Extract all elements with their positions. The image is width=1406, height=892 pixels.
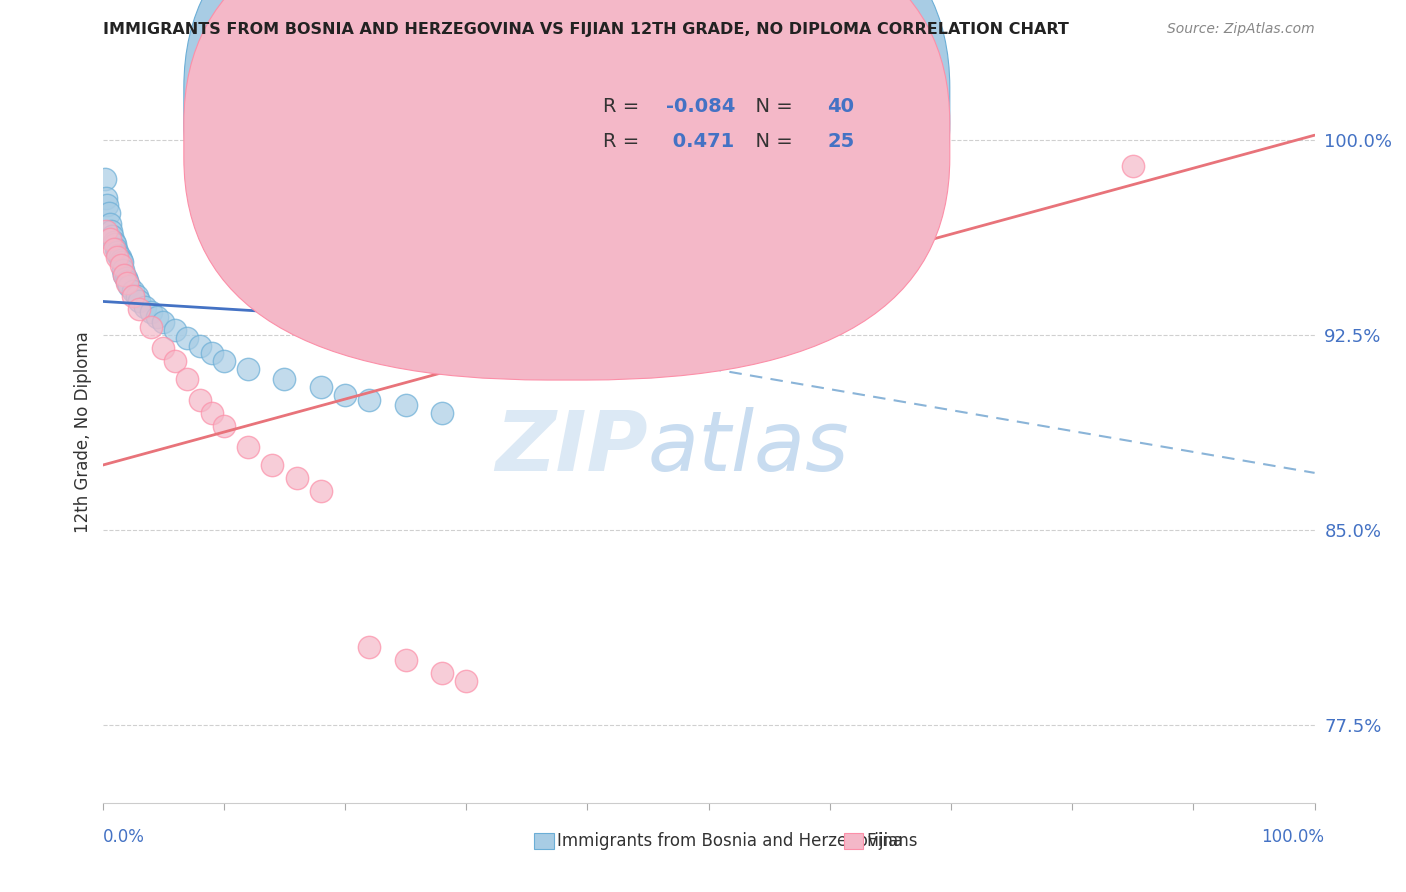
Point (110, 252, 132, 267)
Text: Source: ZipAtlas.com: Source: ZipAtlas.com (1167, 22, 1315, 37)
Y-axis label: 12th Grade, No Diploma: 12th Grade, No Diploma (73, 332, 91, 533)
Point (125, 289, 148, 303)
Text: Fijians: Fijians (866, 832, 918, 850)
Text: 0.471: 0.471 (666, 132, 734, 151)
Point (176, 331, 198, 345)
Point (122, 289, 145, 303)
Point (152, 341, 174, 355)
Text: 40: 40 (827, 97, 855, 116)
FancyBboxPatch shape (184, 0, 950, 345)
Point (104, 243, 127, 257)
Point (152, 315, 174, 329)
Point (139, 320, 162, 334)
Point (201, 406, 224, 420)
Point (188, 338, 211, 352)
Point (139, 305, 162, 319)
Point (110, 258, 132, 272)
Text: atlas: atlas (648, 407, 849, 488)
Point (103, 235, 125, 249)
Text: 25: 25 (827, 132, 855, 151)
Point (114, 271, 136, 285)
Point (430, 665, 453, 680)
Text: R =: R = (603, 97, 645, 116)
Point (165, 354, 187, 368)
FancyBboxPatch shape (184, 0, 950, 380)
Text: 100.0%: 100.0% (1261, 828, 1324, 846)
Point (262, 458, 284, 472)
Point (176, 372, 198, 386)
Point (359, 640, 381, 654)
Point (456, 354, 478, 368)
Point (236, 440, 259, 454)
Point (212, 354, 235, 368)
Point (333, 388, 356, 402)
Point (115, 274, 138, 288)
Text: IMMIGRANTS FROM BOSNIA AND HERZEGOVINA VS FIJIAN 12TH GRADE, NO DIPLOMA CORRELAT: IMMIGRANTS FROM BOSNIA AND HERZEGOVINA V… (103, 22, 1069, 37)
Text: N =: N = (742, 97, 799, 116)
Point (114, 268, 136, 283)
Point (100, 224, 122, 238)
Point (212, 419, 235, 434)
Point (394, 653, 418, 667)
Point (188, 393, 211, 408)
Point (96, 224, 118, 238)
Point (1122, 159, 1144, 173)
Point (114, 268, 136, 283)
Point (359, 393, 381, 408)
Point (115, 277, 138, 291)
Point (122, 284, 145, 298)
Text: N =: N = (742, 132, 799, 151)
Point (128, 294, 150, 309)
Point (97, 206, 120, 220)
Point (165, 323, 187, 337)
FancyBboxPatch shape (520, 73, 866, 173)
Text: 0.0%: 0.0% (103, 828, 145, 846)
Point (96, 198, 118, 212)
Point (118, 278, 141, 293)
Text: -0.084: -0.084 (666, 97, 735, 116)
Point (309, 380, 332, 394)
Point (108, 250, 131, 264)
Point (111, 255, 134, 269)
Text: R =: R = (603, 132, 645, 151)
Point (128, 302, 150, 317)
Point (236, 362, 259, 376)
Point (456, 673, 478, 688)
Point (134, 300, 156, 314)
Point (96, 190, 118, 204)
Point (98, 232, 121, 246)
Text: Immigrants from Bosnia and Herzegovina: Immigrants from Bosnia and Herzegovina (557, 832, 903, 850)
Point (98, 217, 121, 231)
Point (104, 237, 127, 252)
Point (430, 406, 453, 420)
Point (285, 471, 308, 485)
Point (105, 250, 128, 264)
Point (101, 229, 124, 244)
Point (394, 398, 418, 412)
Point (112, 263, 135, 277)
Point (105, 245, 128, 260)
Point (107, 248, 129, 262)
Point (94, 172, 117, 186)
Point (201, 346, 224, 360)
Text: ZIP: ZIP (495, 407, 648, 488)
Point (103, 243, 125, 257)
Point (146, 310, 169, 324)
Point (273, 372, 295, 386)
Point (309, 484, 332, 499)
